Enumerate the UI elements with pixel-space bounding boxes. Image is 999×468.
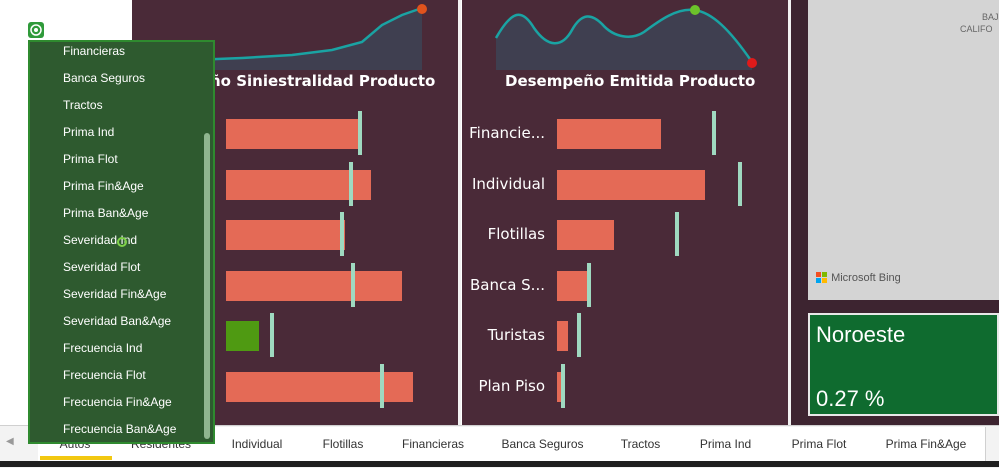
emitida-bar[interactable] xyxy=(557,371,561,402)
emitida-bar[interactable] xyxy=(557,169,705,200)
map-label-california: CALIFO xyxy=(960,24,993,34)
emitida-row-label: Banca S... xyxy=(469,275,545,294)
page-tab[interactable]: Prima Ind xyxy=(680,427,772,461)
emitida-row-label: Turistas xyxy=(487,326,545,344)
microsoft-logo-icon xyxy=(816,272,828,284)
emitida-bar[interactable] xyxy=(557,220,614,250)
page-tab[interactable]: Individual xyxy=(210,427,305,461)
page-tab[interactable]: Flotillas xyxy=(304,427,383,461)
emitida-panel xyxy=(462,0,788,425)
siniestralidad-title: ño Siniestralidad Producto xyxy=(210,72,436,90)
map[interactable] xyxy=(808,0,999,300)
sparkline-high-point[interactable] xyxy=(690,5,700,15)
dropdown-item[interactable]: Frecuencia Ban&Age xyxy=(63,422,177,436)
siniestralidad-bar[interactable] xyxy=(226,321,259,351)
emitida-target-marker xyxy=(577,313,581,357)
sparkline-low-point[interactable] xyxy=(747,58,757,68)
sparkline-line xyxy=(191,6,423,62)
dropdown-item[interactable]: Frecuencia Fin&Age xyxy=(63,395,172,409)
dropdown-item[interactable]: Frecuencia Ind xyxy=(63,341,143,355)
dropdown-item[interactable]: Prima Ind xyxy=(63,125,115,139)
sparkline-end-point[interactable] xyxy=(417,4,427,14)
siniestralidad-sparkline xyxy=(191,4,427,70)
active-tab-indicator xyxy=(40,456,112,460)
dropdown-item[interactable]: Prima Fin&Age xyxy=(63,179,144,193)
siniestralidad-target-marker xyxy=(270,313,274,357)
page-tab[interactable]: Banca Seguros xyxy=(484,427,602,461)
siniestralidad-bar[interactable] xyxy=(226,270,402,301)
visual-header-icon[interactable] xyxy=(28,22,44,38)
dropdown-item[interactable]: Severidad Ban&Age xyxy=(63,314,172,328)
emitida-row-label: Flotillas xyxy=(487,225,545,243)
panel-divider xyxy=(788,0,791,425)
siniestralidad-bar[interactable] xyxy=(226,371,413,402)
dropdown-item[interactable]: Tractos xyxy=(63,98,103,112)
dropdown-item[interactable]: Prima Flot xyxy=(63,152,118,166)
map-label-baja: BAJ xyxy=(982,12,999,22)
tab-scroll-left-icon[interactable]: ◀ xyxy=(6,436,14,447)
siniestralidad-bar[interactable] xyxy=(226,169,371,200)
page-tab[interactable]: Financieras xyxy=(382,427,485,461)
siniestralidad-target-marker xyxy=(358,111,362,155)
dropdown-item[interactable]: Frecuencia Flot xyxy=(63,368,146,382)
page-tab[interactable]: Tractos xyxy=(601,427,681,461)
region-card[interactable] xyxy=(808,313,999,416)
emitida-target-marker xyxy=(738,161,742,206)
emitida-title: Desempeño Emitida Producto xyxy=(505,72,756,90)
dropdown-item[interactable]: Severidad Flot xyxy=(63,260,141,274)
emitida-bar[interactable] xyxy=(557,321,568,351)
status-strip xyxy=(0,461,999,467)
emitida-bar[interactable] xyxy=(557,119,661,149)
dropdown-item[interactable]: Prima Ban&Age xyxy=(63,206,149,220)
siniestralidad-target-marker xyxy=(351,262,355,307)
cursor-ring-icon xyxy=(117,237,127,247)
emitida-row-label: Plan Piso xyxy=(478,376,545,395)
page-list-dropdown[interactable] xyxy=(28,40,215,444)
emitida-target-marker xyxy=(587,262,591,307)
dropdown-item[interactable]: Severidad Fin&Age xyxy=(63,287,167,301)
siniestralidad-bar[interactable] xyxy=(226,119,362,149)
dropdown-scrollbar[interactable] xyxy=(204,133,210,439)
siniestralidad-bar[interactable] xyxy=(226,220,345,250)
panel-divider xyxy=(458,0,461,425)
region-value: 0.27 % xyxy=(816,386,885,411)
emitida-bar[interactable] xyxy=(557,270,587,301)
dropdown-item[interactable]: Banca Seguros xyxy=(63,71,146,85)
siniestralidad-target-marker xyxy=(349,161,353,206)
siniestralidad-target-marker xyxy=(340,212,344,256)
page-tab[interactable]: Prima Fin&Age xyxy=(867,427,986,461)
emitida-row-label: Individual xyxy=(471,174,545,193)
siniestralidad-target-marker xyxy=(380,363,384,408)
bing-label: Microsoft Bing xyxy=(831,272,901,284)
emitida-sparkline xyxy=(494,5,757,70)
emitida-target-marker xyxy=(712,111,716,155)
bing-attribution: Microsoft Bing xyxy=(816,272,901,284)
emitida-target-marker xyxy=(675,212,679,256)
dropdown-item[interactable]: Financieras xyxy=(63,44,126,58)
region-name: Noroeste xyxy=(816,322,906,347)
emitida-row-label: Financie... xyxy=(469,124,545,142)
emitida-target-marker xyxy=(561,363,565,408)
page-tab[interactable]: Prima Flot xyxy=(771,427,868,461)
